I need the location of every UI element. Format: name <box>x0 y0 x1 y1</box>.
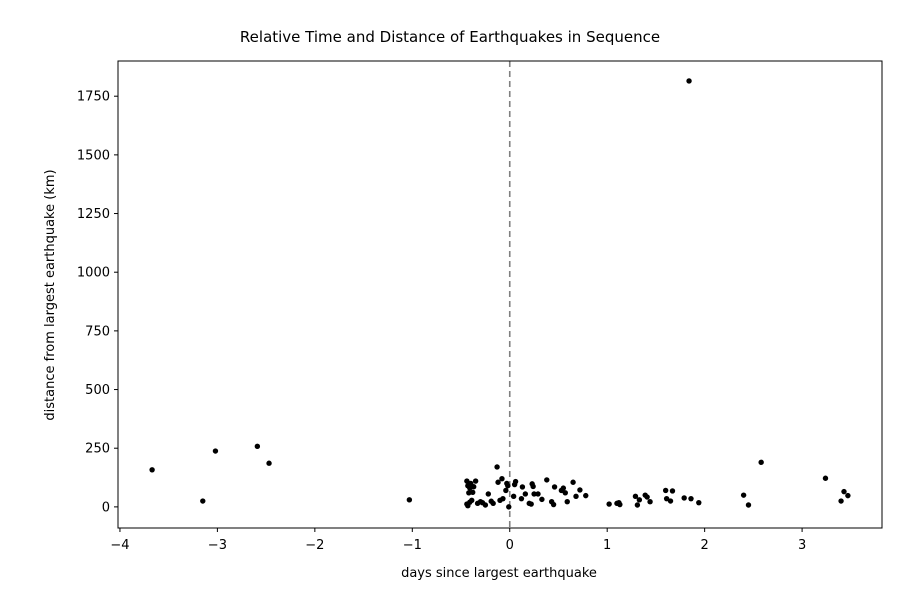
data-point <box>469 497 475 504</box>
data-point <box>522 491 529 497</box>
data-point <box>562 490 568 496</box>
data-point <box>528 501 534 507</box>
data-point <box>200 498 206 504</box>
plot-area-frame <box>117 60 883 529</box>
y-tick-label: 0 <box>102 500 110 515</box>
data-point <box>500 495 506 502</box>
data-point <box>470 489 476 496</box>
y-axis-label: distance from largest earthquake (km) <box>43 169 58 420</box>
data-point <box>505 483 511 489</box>
data-point <box>647 499 653 505</box>
data-point <box>506 504 512 510</box>
data-point <box>464 478 470 484</box>
data-point <box>583 492 589 499</box>
data-point <box>519 484 526 490</box>
y-tick-label: 750 <box>85 324 110 339</box>
data-point <box>485 491 492 497</box>
data-point <box>510 493 517 500</box>
x-tick-label: −3 <box>208 538 227 553</box>
x-tick-label: 1 <box>603 538 611 553</box>
y-tick-label: 500 <box>85 383 110 398</box>
x-axis-ticks: −4 −3 −2 −1 0 1 2 3 <box>110 528 806 553</box>
data-point <box>490 500 496 507</box>
data-point <box>551 484 558 490</box>
data-point <box>686 78 692 84</box>
data-point <box>617 501 623 508</box>
data-point <box>570 479 576 485</box>
data-point <box>254 443 261 450</box>
y-axis-ticks: 0 250 500 750 1000 1250 1500 1750 <box>77 90 118 515</box>
y-tick-label: 1250 <box>77 207 110 222</box>
data-point <box>696 499 702 506</box>
y-tick-label: 1500 <box>77 148 110 163</box>
data-point <box>681 495 687 501</box>
data-point <box>212 448 219 454</box>
data-point <box>688 495 694 502</box>
data-point <box>406 497 413 503</box>
data-point <box>539 496 545 503</box>
data-point <box>845 492 851 499</box>
data-point <box>841 488 847 495</box>
data-point <box>494 464 500 470</box>
data-point <box>560 485 567 491</box>
data-point <box>663 495 670 502</box>
data-points <box>149 78 851 510</box>
x-tick-label: 2 <box>701 538 709 553</box>
data-point <box>149 467 155 473</box>
data-point <box>838 498 844 504</box>
data-point <box>669 488 676 494</box>
data-point <box>531 491 537 497</box>
x-tick-label: 3 <box>798 538 806 553</box>
data-point <box>632 493 639 500</box>
data-point <box>634 502 641 508</box>
data-point <box>512 478 519 485</box>
y-tick-label: 1000 <box>77 266 110 281</box>
data-point <box>472 478 479 484</box>
data-point <box>535 491 541 497</box>
data-point <box>745 502 752 508</box>
data-point <box>758 459 764 465</box>
data-point <box>266 460 272 466</box>
x-axis-label: days since largest earthquake <box>401 566 597 581</box>
x-tick-label: −4 <box>110 538 129 553</box>
data-point <box>470 483 477 490</box>
data-point <box>544 477 550 483</box>
x-tick-label: −2 <box>305 538 324 553</box>
data-point <box>740 492 747 498</box>
data-point <box>499 476 505 482</box>
x-tick-label: 0 <box>506 538 514 553</box>
data-point <box>564 499 570 505</box>
data-point <box>606 501 612 507</box>
chart-title: Relative Time and Distance of Earthquake… <box>240 28 660 46</box>
data-point <box>530 483 536 490</box>
data-point <box>482 502 489 508</box>
data-point <box>577 487 583 493</box>
data-point <box>822 475 829 481</box>
y-tick-label: 250 <box>85 442 110 457</box>
x-tick-label: −1 <box>403 538 422 553</box>
data-point <box>495 479 501 485</box>
data-point <box>503 487 509 494</box>
data-point <box>573 493 579 500</box>
data-point <box>644 494 650 500</box>
data-point <box>667 498 674 504</box>
y-tick-label: 1750 <box>77 90 110 105</box>
data-point <box>518 495 525 502</box>
data-point <box>550 501 557 508</box>
data-point <box>662 487 669 494</box>
data-point <box>636 497 643 503</box>
